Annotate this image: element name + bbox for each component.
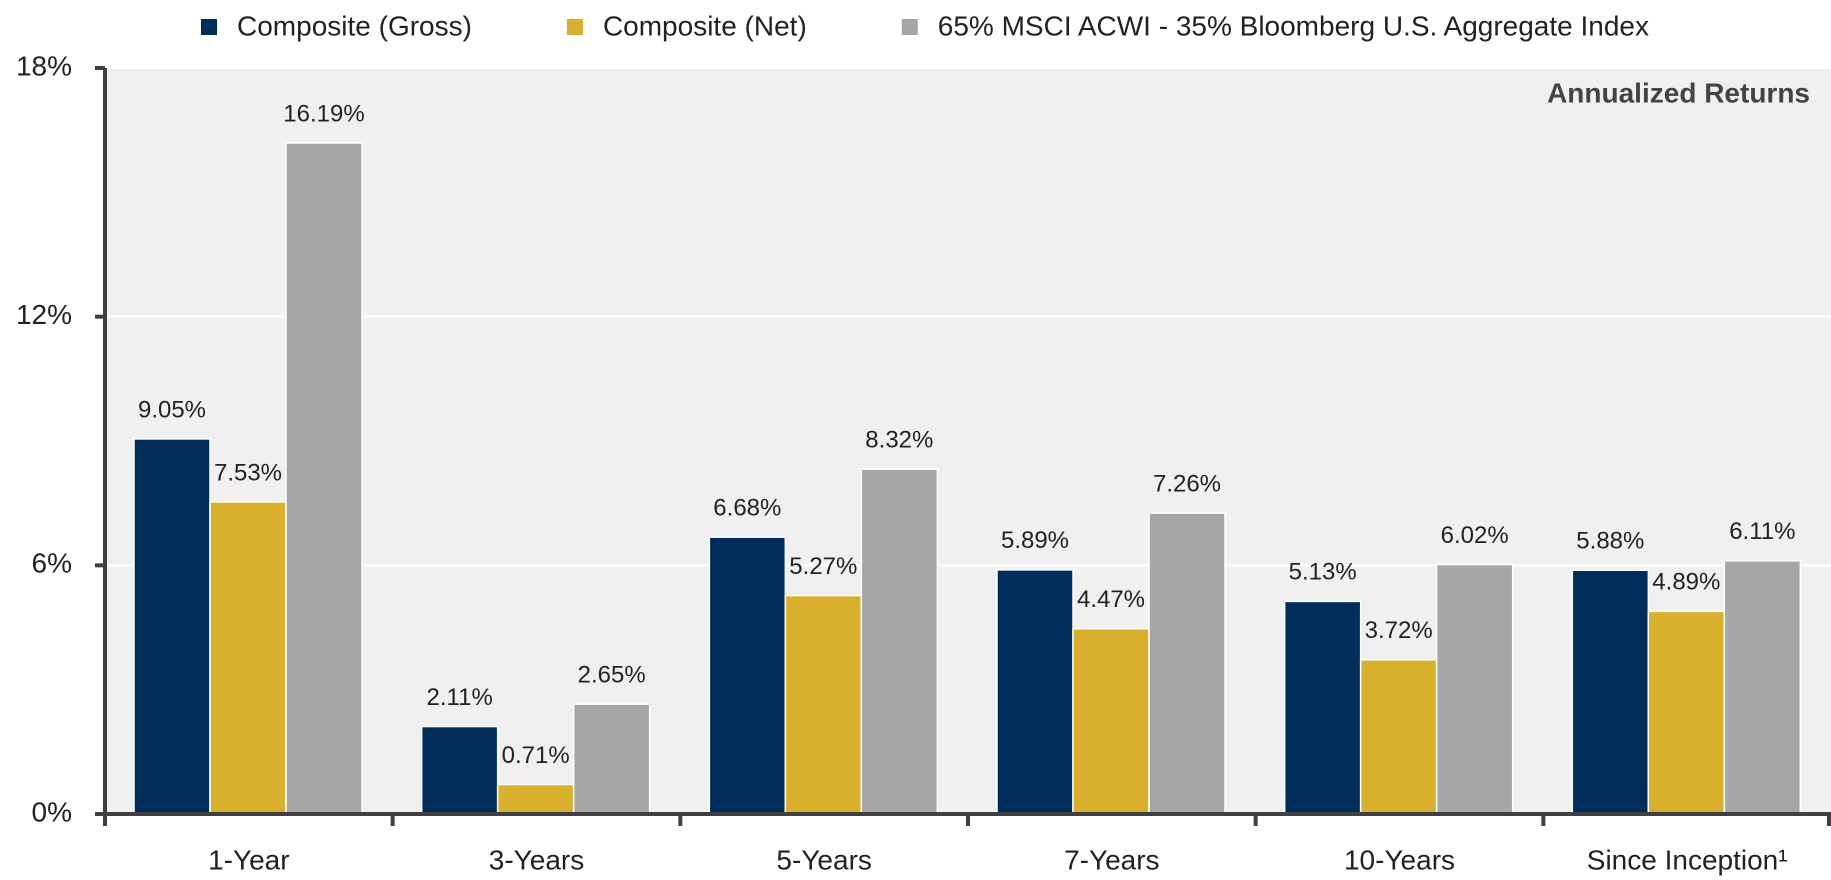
bar	[209, 501, 287, 815]
bar	[996, 569, 1074, 815]
value-label: 5.89%	[1001, 527, 1069, 554]
legend-label: 65% MSCI ACWI - 35% Bloomberg U.S. Aggre…	[938, 10, 1649, 41]
bar	[1283, 600, 1362, 815]
bar	[1435, 563, 1514, 815]
legend-label: Composite (Gross)	[237, 10, 472, 41]
x-tick-label: Since Inception¹	[1587, 844, 1788, 875]
y-tick-label: 18%	[16, 50, 72, 81]
bar	[133, 438, 211, 815]
legend-swatch	[566, 19, 583, 35]
value-label: 2.65%	[578, 662, 646, 689]
value-label: 5.88%	[1576, 528, 1644, 555]
x-tick-label: 3-Years	[489, 844, 584, 875]
value-label: 6.11%	[1729, 518, 1795, 545]
value-label: 4.47%	[1077, 586, 1145, 613]
bar	[420, 725, 499, 815]
value-label: 0.71%	[502, 742, 570, 769]
annotation: Annualized Returns	[1547, 77, 1810, 108]
plot-background	[105, 68, 1831, 814]
value-label: 3.72%	[1365, 617, 1433, 644]
legend-label: Composite (Net)	[603, 10, 807, 41]
x-tick-label: 5-Years	[776, 844, 871, 875]
bar	[496, 783, 575, 815]
value-label: 6.02%	[1441, 522, 1509, 549]
bar	[1359, 659, 1438, 815]
y-tick-label: 0%	[32, 796, 72, 827]
bar	[784, 594, 863, 815]
bar	[1723, 560, 1802, 815]
value-label: 5.27%	[789, 553, 857, 580]
bar	[708, 536, 787, 815]
x-tick-label: 1-Year	[208, 844, 289, 875]
y-tick-label: 12%	[16, 299, 72, 330]
x-tick-label: 7-Years	[1064, 844, 1159, 875]
value-label: 7.53%	[214, 459, 282, 486]
value-label: 4.89%	[1652, 569, 1720, 596]
value-label: 9.05%	[138, 396, 206, 423]
bar	[1647, 610, 1726, 815]
bar	[572, 703, 651, 815]
x-tick-label: 10-Years	[1344, 844, 1455, 875]
value-label: 6.68%	[713, 494, 781, 521]
value-label: 2.11%	[427, 684, 493, 711]
bar	[860, 468, 939, 815]
value-label: 7.26%	[1153, 470, 1221, 497]
bar	[285, 142, 363, 815]
bar	[1148, 512, 1226, 815]
value-label: 16.19%	[283, 100, 364, 127]
value-label: 5.13%	[1289, 559, 1357, 586]
y-tick-label: 6%	[32, 548, 72, 579]
legend-swatch	[901, 19, 918, 35]
bar	[1072, 627, 1150, 815]
legend-swatch	[201, 19, 217, 35]
value-label: 8.32%	[865, 427, 933, 454]
bar	[1571, 569, 1650, 815]
